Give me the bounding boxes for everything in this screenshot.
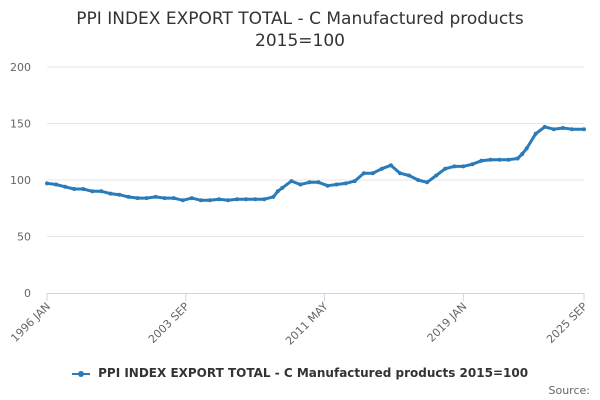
data-point[interactable] — [569, 127, 574, 132]
data-point[interactable] — [117, 192, 122, 197]
legend-series-marker-icon — [71, 369, 90, 379]
data-point[interactable] — [153, 194, 158, 199]
data-point[interactable] — [479, 158, 484, 163]
chart-title-line-2: 2015=100 — [255, 31, 345, 51]
x-tick-label: 2025 SEP — [544, 300, 590, 346]
data-point[interactable] — [343, 181, 348, 186]
chart-title: PPI INDEX EXPORT TOTAL - C Manufactured … — [0, 8, 600, 52]
data-point[interactable] — [325, 183, 330, 188]
data-point[interactable] — [235, 197, 240, 202]
x-tick-label: 2003 SEP — [146, 300, 192, 346]
data-point[interactable] — [271, 194, 276, 199]
data-point[interactable] — [207, 198, 212, 203]
data-point[interactable] — [253, 197, 258, 202]
data-point[interactable] — [416, 178, 421, 182]
data-point[interactable] — [162, 196, 167, 201]
source-credit[interactable]: Source: — [548, 384, 591, 397]
data-point[interactable] — [45, 181, 49, 186]
data-point[interactable] — [470, 162, 475, 167]
y-tick-label: 0 — [24, 287, 31, 300]
y-tick-label: 150 — [10, 118, 31, 131]
data-point[interactable] — [90, 189, 95, 194]
legend-dot-icon — [77, 370, 84, 377]
data-point[interactable] — [108, 191, 113, 196]
data-point[interactable] — [533, 131, 538, 136]
data-point[interactable] — [551, 127, 556, 132]
data-point[interactable] — [171, 196, 176, 201]
data-point[interactable] — [289, 179, 294, 184]
data-point[interactable] — [198, 198, 203, 203]
data-point[interactable] — [72, 187, 77, 191]
y-tick-label: 200 — [10, 61, 31, 74]
data-point[interactable] — [370, 171, 375, 176]
data-point[interactable] — [461, 164, 466, 169]
y-tick-label: 100 — [10, 174, 31, 187]
series-layer — [45, 124, 586, 203]
data-point[interactable] — [506, 157, 511, 162]
data-point[interactable] — [226, 198, 230, 203]
data-point[interactable] — [54, 182, 59, 187]
data-point[interactable] — [443, 166, 448, 171]
data-point[interactable] — [189, 196, 194, 201]
data-point[interactable] — [488, 157, 493, 162]
data-point[interactable] — [452, 164, 457, 169]
data-point[interactable] — [262, 197, 267, 202]
data-point[interactable] — [407, 173, 411, 178]
data-point[interactable] — [126, 194, 131, 199]
x-tick-label: 2011 MAY — [283, 300, 331, 348]
data-point[interactable] — [425, 180, 430, 185]
data-point[interactable] — [388, 163, 393, 168]
data-point[interactable] — [379, 166, 384, 171]
x-tick-label: 1996 JAN — [8, 300, 53, 345]
data-point[interactable] — [361, 171, 366, 176]
data-point[interactable] — [280, 185, 285, 190]
data-point[interactable] — [217, 197, 221, 202]
data-point[interactable] — [560, 126, 565, 130]
data-point[interactable] — [434, 173, 439, 178]
series-line[interactable] — [45, 125, 586, 202]
data-point[interactable] — [99, 189, 104, 194]
data-point[interactable] — [180, 198, 185, 203]
tick-labels: 0 50 100 150 200 1996 JAN 2003 SEP 2011 MAY 2019… — [8, 61, 590, 348]
data-point[interactable] — [63, 184, 68, 189]
grid-lines — [47, 66, 584, 237]
legend-label: PPI INDEX EXPORT TOTAL - C Manufactured … — [98, 366, 529, 380]
y-tick-label: 50 — [17, 231, 31, 244]
legend[interactable]: PPI INDEX EXPORT TOTAL - C Manufactured … — [0, 366, 600, 380]
data-point[interactable] — [582, 127, 586, 132]
x-tick-label: 2019 JAN — [425, 300, 470, 345]
data-point[interactable] — [352, 179, 357, 184]
data-point[interactable] — [497, 157, 502, 162]
axes — [46, 293, 585, 301]
data-point[interactable] — [307, 180, 312, 185]
data-point[interactable] — [275, 189, 280, 194]
chart-title-line-1: PPI INDEX EXPORT TOTAL - C Manufactured … — [76, 9, 524, 29]
data-point[interactable] — [524, 146, 529, 151]
data-point[interactable] — [542, 124, 547, 129]
data-point[interactable] — [144, 196, 149, 201]
data-point[interactable] — [81, 187, 86, 191]
data-point[interactable] — [334, 182, 339, 187]
data-point[interactable] — [398, 171, 402, 176]
data-point[interactable] — [244, 197, 249, 202]
data-point[interactable] — [298, 182, 303, 187]
data-point[interactable] — [135, 196, 140, 201]
data-point[interactable] — [520, 152, 525, 156]
data-point[interactable] — [515, 156, 520, 161]
data-point[interactable] — [316, 180, 321, 185]
